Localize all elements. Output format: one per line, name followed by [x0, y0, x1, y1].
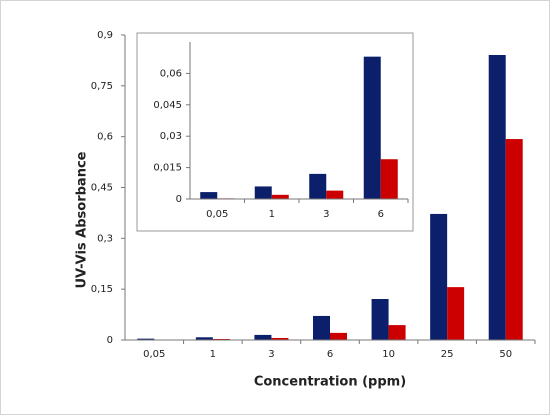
x-tick-label: 10 [382, 349, 395, 360]
y-tick-label: 0 [107, 335, 113, 346]
bar [271, 337, 289, 340]
bar [363, 56, 381, 199]
bar [447, 287, 465, 340]
x-tick-label: 1 [269, 209, 275, 220]
x-axis-title: Concentration (ppm) [254, 375, 406, 390]
bar [309, 173, 327, 199]
bar [254, 186, 272, 199]
y-tick-label: 0,9 [97, 30, 113, 41]
x-tick-label: 50 [499, 349, 512, 360]
y-tick-label: 0,45 [91, 183, 113, 194]
y-tick-label: 0,6 [97, 132, 113, 143]
bar [200, 192, 218, 199]
bar [488, 54, 506, 340]
y-tick-label: 0,75 [91, 81, 113, 92]
x-tick-label: 6 [327, 349, 333, 360]
y-tick-label: 0,03 [160, 131, 182, 142]
x-tick-label: 0,05 [206, 209, 228, 220]
bar [326, 190, 344, 199]
bar [330, 332, 347, 340]
bar [195, 337, 213, 340]
inset-chart: 0 0,015 0,03 0,045 0,06 0,05 1 3 6 [136, 32, 414, 232]
bar [137, 338, 155, 340]
bar [371, 298, 389, 340]
x-tick-label: 3 [323, 209, 329, 220]
y-tick-label: 0,15 [91, 284, 113, 295]
bar [212, 338, 230, 340]
bar [388, 325, 406, 340]
bar [430, 213, 448, 340]
y-tick-label: 0,06 [160, 68, 182, 79]
y-tick-label: 0,015 [153, 163, 182, 174]
y-tick-label: 0 [176, 194, 182, 205]
x-tick-label: 1 [210, 349, 216, 360]
bar [380, 159, 398, 199]
x-tick-label: 0,05 [143, 349, 165, 360]
bar [313, 315, 330, 340]
bar [505, 139, 523, 340]
x-tick-label: 25 [441, 349, 454, 360]
y-axis-title: UV-Vis Absorbance [75, 151, 90, 288]
x-tick-label: 3 [268, 349, 274, 360]
main-chart: UV-Vis Absorbance Concentration (ppm) 00… [75, 30, 536, 390]
y-tick-label: 0,045 [153, 100, 182, 111]
y-tick-label: 0,3 [97, 233, 113, 244]
bar [254, 334, 272, 340]
x-tick-label: 6 [378, 209, 384, 220]
bar [271, 194, 289, 199]
